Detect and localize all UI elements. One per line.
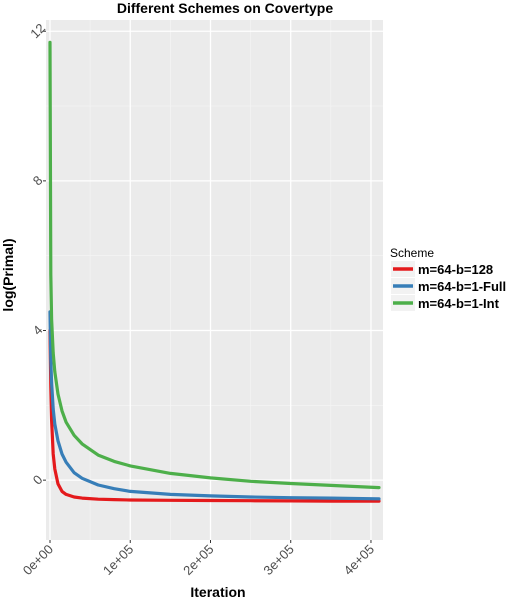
plot-panel bbox=[46, 20, 383, 540]
legend-label-3: m=64-b=1-Int bbox=[418, 296, 500, 311]
series-line-2 bbox=[48, 310, 381, 501]
panel-background bbox=[46, 20, 383, 540]
x-axis: 0e+00 1e+05 2e+05 3e+05 4e+05 bbox=[20, 540, 377, 578]
y-tick-label: 12 bbox=[27, 20, 48, 41]
x-tick-label: 3e+05 bbox=[260, 542, 296, 578]
legend: Scheme m=64-b=128 m=64-b=1-Full m=64-b=1-I… bbox=[390, 246, 506, 311]
legend-label-2: m=64-b=1-Full bbox=[418, 279, 506, 294]
chart-title: Different Schemes on Covertype bbox=[117, 0, 333, 16]
x-axis-title: Iteration bbox=[190, 584, 245, 600]
legend-label-1: m=64-b=128 bbox=[418, 262, 493, 277]
y-axis-title: log(Primal) bbox=[0, 238, 16, 311]
x-tick-label: 2e+05 bbox=[180, 542, 216, 578]
x-tick-label: 1e+05 bbox=[100, 542, 136, 578]
x-tick-label: 4e+05 bbox=[341, 542, 377, 578]
series-line-3 bbox=[48, 40, 381, 490]
legend-title: Scheme bbox=[390, 246, 434, 260]
x-tick-label: 0e+00 bbox=[20, 542, 56, 578]
series-line-1 bbox=[48, 328, 381, 503]
